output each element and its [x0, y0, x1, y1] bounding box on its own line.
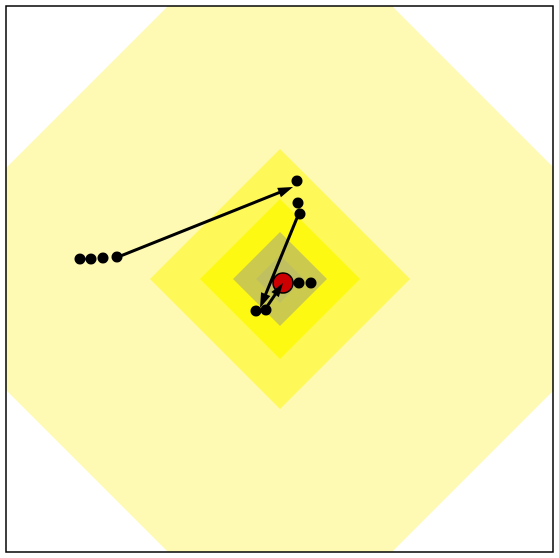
diamond-plot — [0, 0, 559, 558]
